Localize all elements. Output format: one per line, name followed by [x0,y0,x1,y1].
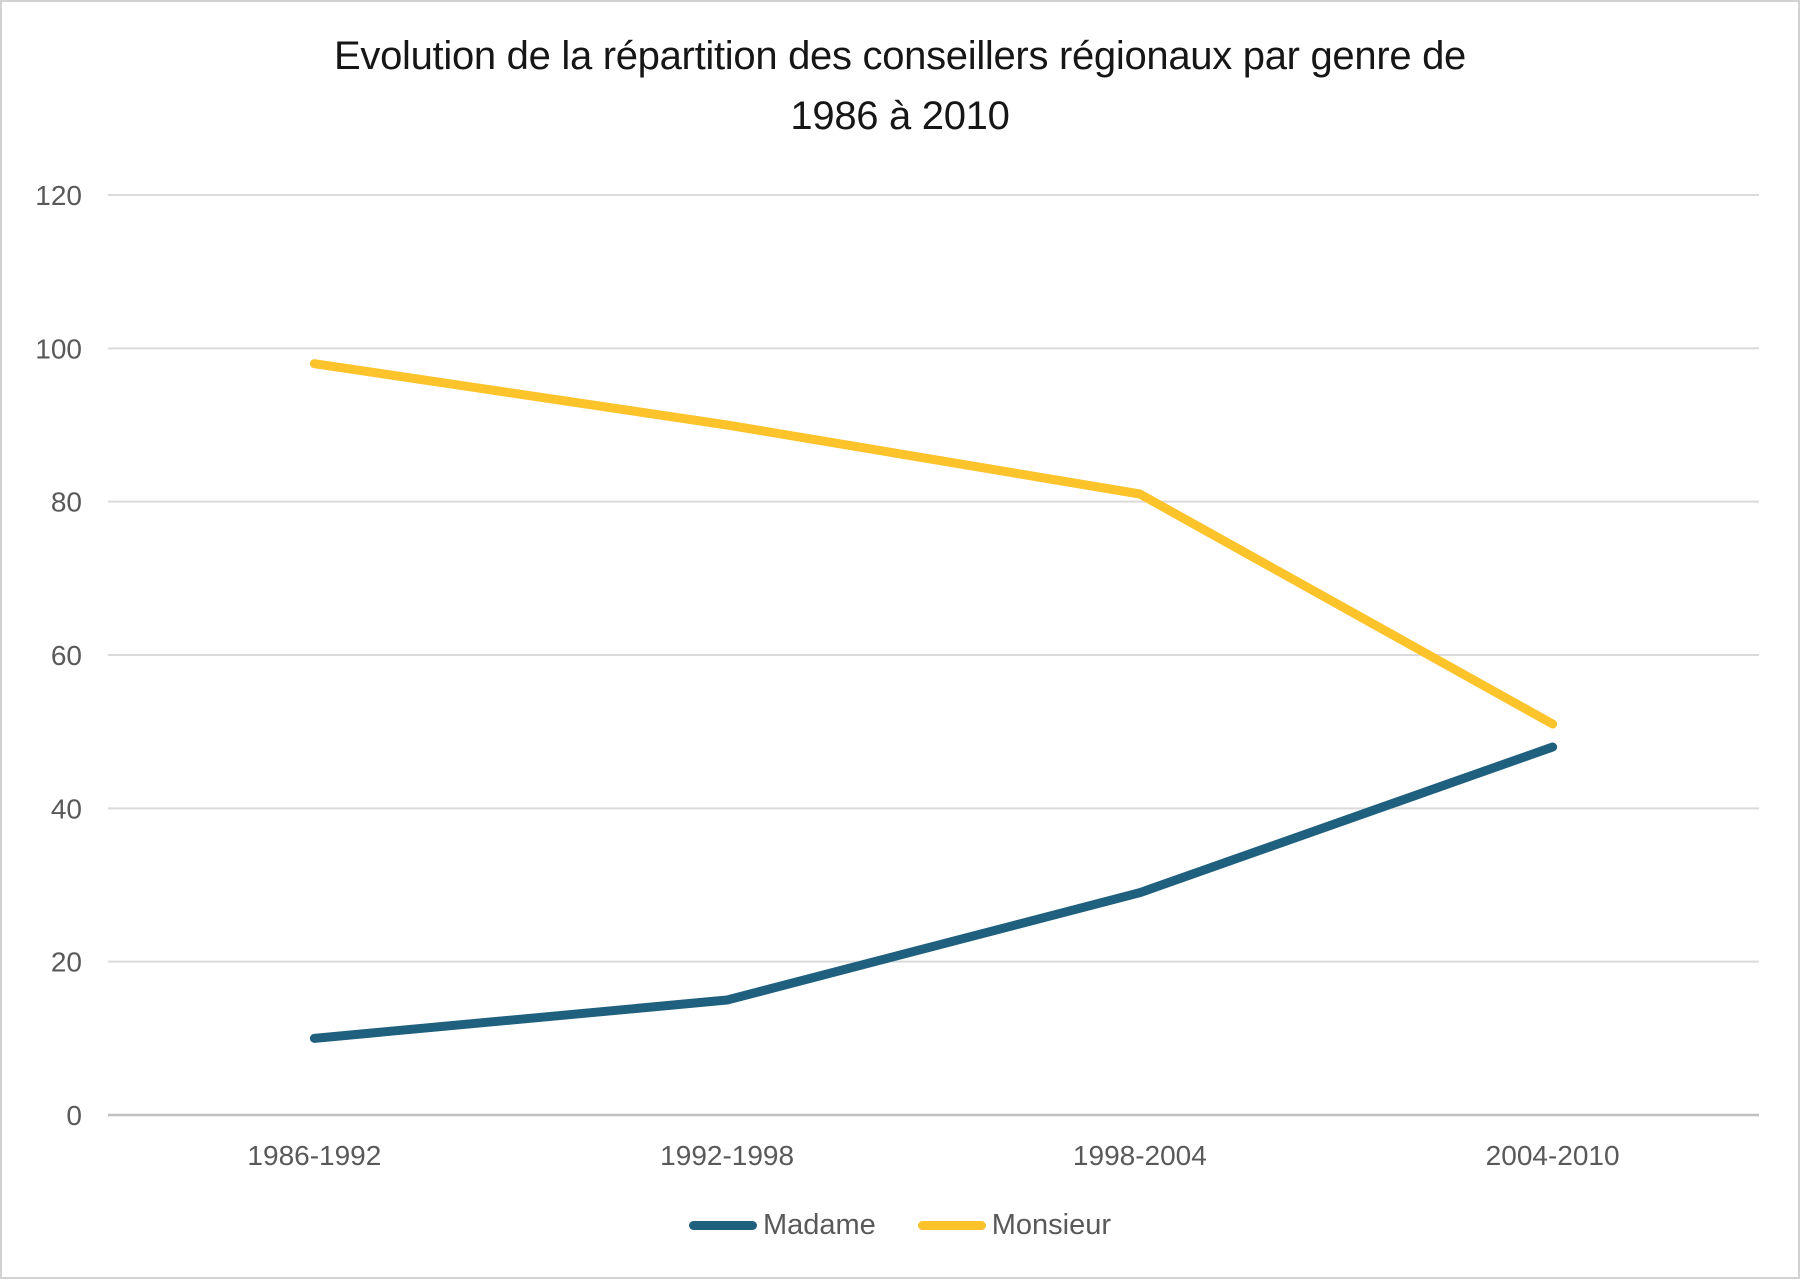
chart-title: Evolution de la répartition des conseill… [2,26,1798,146]
y-tick-label-0: 0 [66,1100,82,1131]
legend-label-madame: Madame [762,1209,876,1241]
y-tick-label-120: 120 [35,180,82,211]
y-tick-label-100: 100 [35,333,82,364]
x-tick-label-2004-2010: 2004-2010 [1486,1140,1620,1171]
legend-item-madame: Madame [688,1209,876,1242]
y-tick-label-80: 80 [51,487,82,518]
series-line-monsieur [309,359,1558,729]
chart-legend: Madame Monsieur [2,1209,1798,1242]
legend-item-monsieur: Monsieur [917,1209,1112,1242]
chart-title-line-1: Evolution de la répartition des conseill… [333,34,1467,78]
y-tick-label-40: 40 [51,793,82,824]
x-tick-label-1992-1998: 1992-1998 [660,1140,794,1171]
legend-swatch-madame [688,1221,757,1230]
x-tick-label-1986-1992: 1986-1992 [247,1140,381,1171]
y-tick-label-60: 60 [51,640,82,671]
y-tick-label-20: 20 [51,947,82,978]
x-tick-label-1998-2004: 1998-2004 [1073,1140,1207,1171]
series-line-madame [309,742,1558,1043]
chart-title-line-2: 1986 à 2010 [790,94,1010,138]
legend-swatch-monsieur [917,1221,986,1230]
legend-label-monsieur: Monsieur [991,1209,1112,1241]
